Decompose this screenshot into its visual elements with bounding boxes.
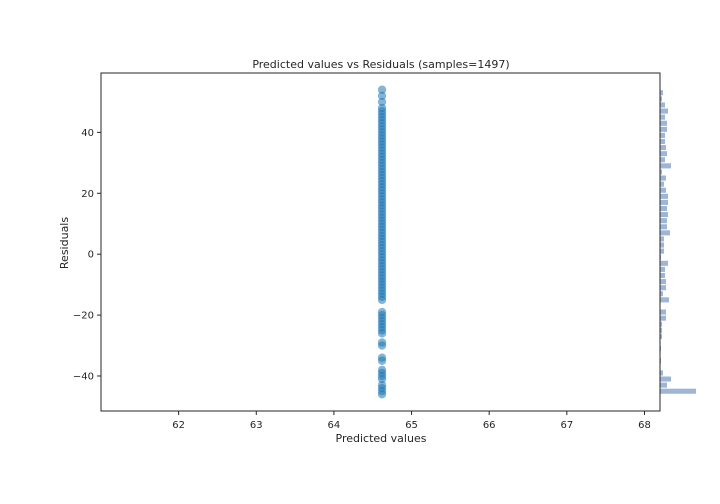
- histogram-bar: [660, 291, 663, 297]
- histogram-bar: [660, 151, 667, 157]
- x-tick-label: 65: [405, 420, 418, 431]
- histogram-bar: [660, 163, 671, 169]
- data-point: [377, 353, 387, 362]
- plot-frame: [100, 72, 661, 412]
- histogram-bar: [660, 279, 666, 285]
- y-axis: −40 −20 0 20 40: [73, 128, 101, 382]
- histogram-bar: [660, 382, 667, 388]
- x-axis-label: Predicted values: [336, 432, 427, 445]
- histogram-bar: [660, 199, 668, 205]
- data-point: [377, 91, 387, 101]
- data-point: [377, 338, 387, 347]
- histogram-bar: [660, 285, 666, 291]
- x-tick-label: 63: [250, 420, 263, 431]
- x-tick-label: 67: [560, 420, 573, 431]
- data-point: [377, 103, 387, 113]
- data-point: [377, 380, 387, 390]
- data-point: [377, 365, 387, 375]
- histogram-bar: [660, 224, 667, 230]
- histogram-bar: [660, 193, 668, 199]
- histogram-bar: [660, 126, 667, 132]
- data-point: [377, 85, 387, 94]
- histogram-bar: [660, 132, 665, 138]
- histogram-bar: [660, 212, 668, 218]
- histogram-bar: [660, 187, 666, 193]
- histogram-bar: [660, 242, 664, 248]
- histogram-bar: [660, 114, 665, 120]
- histogram-bar: [660, 315, 666, 321]
- histogram-bar: [660, 96, 662, 102]
- histogram-bar: [660, 169, 662, 175]
- marginal-histogram: [660, 90, 696, 394]
- histogram-bar: [660, 108, 668, 114]
- y-axis-label: Residuals: [58, 217, 71, 269]
- histogram-bar: [660, 248, 664, 254]
- y-tick-label: 20: [81, 189, 94, 200]
- histogram-bar: [660, 205, 667, 212]
- chart-title: Predicted values vs Residuals (samples=1…: [252, 58, 509, 71]
- x-tick-label: 64: [328, 420, 341, 431]
- y-tick-label: −40: [73, 371, 94, 382]
- histogram-bar: [660, 370, 663, 376]
- histogram-bar: [660, 388, 696, 394]
- histogram-bar: [660, 321, 662, 327]
- histogram-bar: [660, 333, 662, 339]
- histogram-bar: [660, 175, 666, 181]
- data-point: [377, 307, 387, 317]
- histogram-bar: [660, 272, 665, 279]
- histogram-bar: [660, 145, 666, 151]
- x-tick-label: 68: [638, 420, 651, 431]
- histogram-bar: [660, 181, 664, 187]
- histogram-bar: [660, 297, 669, 303]
- x-tick-label: 62: [172, 420, 185, 431]
- histogram-bar: [660, 236, 664, 242]
- histogram-bar: [660, 90, 663, 96]
- histogram-bar: [660, 102, 665, 108]
- y-tick-label: 40: [81, 128, 94, 139]
- histogram-bar: [660, 157, 665, 163]
- histogram-bar: [660, 218, 667, 224]
- y-tick-label: −20: [73, 311, 94, 322]
- histogram-bar: [660, 260, 668, 266]
- histogram-bar: [660, 120, 667, 126]
- histogram-bar: [660, 327, 662, 333]
- scatter-points: [377, 85, 387, 399]
- histogram-bar: [660, 309, 666, 315]
- y-tick-label: 0: [88, 250, 94, 261]
- histogram-bar: [660, 376, 671, 382]
- data-point: [377, 97, 387, 107]
- histogram-bar: [660, 230, 670, 236]
- x-tick-label: 66: [483, 420, 496, 431]
- histogram-bar: [660, 266, 665, 272]
- histogram-bar: [660, 138, 665, 145]
- x-axis: 62 63 64 65 66 67 68: [172, 411, 651, 431]
